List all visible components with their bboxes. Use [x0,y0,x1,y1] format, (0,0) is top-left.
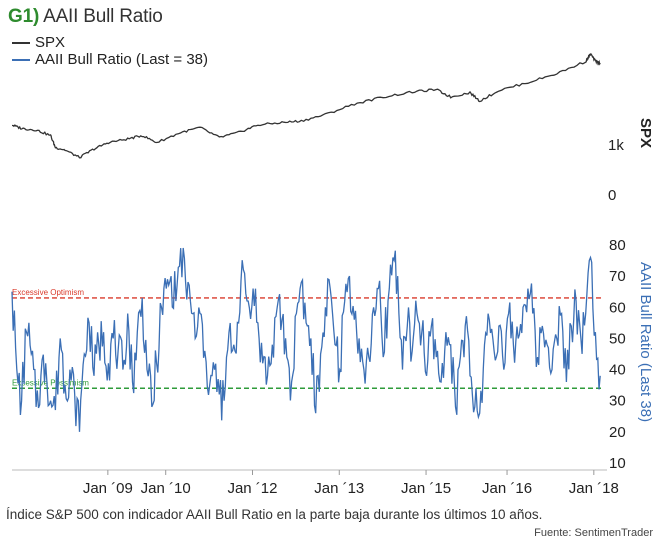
legend-label-spx: SPX [35,34,66,51]
bull-y-tick-label: 40 [609,362,626,379]
bull-y-tick-label: 70 [609,268,626,285]
bull-y-tick-label: 60 [609,299,626,316]
bull-y-tick-label: 10 [609,455,626,472]
figure-number: G1) [8,6,40,27]
figure-caption: Índice S&P 500 con indicador AAII Bull R… [6,507,543,522]
x-tick-label: Jan ´09 [83,480,133,497]
figure-title: AAII Bull Ratio [43,6,163,27]
legend-item-bull: AAII Bull Ratio (Last = 38) [12,51,208,68]
spx-axis-label: SPX [637,118,654,148]
bull-axis-label: AAII Bull Ratio (Last 38) [637,262,654,422]
x-tick-label: Jan ´16 [482,480,532,497]
x-tick-label: Jan ´13 [314,480,364,497]
bull-y-tick-label: 80 [609,237,626,254]
bull-y-tick-label: 20 [609,424,626,441]
excessive-optimism-label: Excessive Optimism [12,288,84,297]
spx-panel: 0 1k SPX [12,52,654,204]
bull-ratio-panel: Excessive Optimism Excessive Pessimism 10 2… [11,237,654,497]
legend: SPX AAII Bull Ratio (Last = 38) [12,34,208,68]
spx-y-tick-label: 1k [608,137,624,154]
spx-line [12,52,601,159]
chart-svg: 0 1k SPX Excessive Optimism Excessive Pessi… [11,52,654,497]
excessive-pessimism-label: Excessive Pessimism [12,378,89,387]
x-tick-label: Jan ´15 [401,480,451,497]
x-tick-label: Jan ´10 [141,480,191,497]
legend-item-spx: SPX [12,34,208,51]
legend-label-bull: AAII Bull Ratio (Last = 38) [35,51,208,68]
chart-title: G1) AAII Bull Ratio [8,6,163,28]
legend-swatch-bull [12,58,30,61]
bull-y-tick-label: 50 [609,330,626,347]
figure-source: Fuente: SentimenTrader [534,527,653,539]
x-tick-label: Jan ´18 [569,480,619,497]
spx-y-tick-label: 0 [608,187,616,204]
bull-y-tick-label: 30 [609,393,626,410]
bull-ratio-line [11,247,601,432]
x-tick-label: Jan ´12 [227,480,277,497]
legend-swatch-spx [12,41,30,44]
